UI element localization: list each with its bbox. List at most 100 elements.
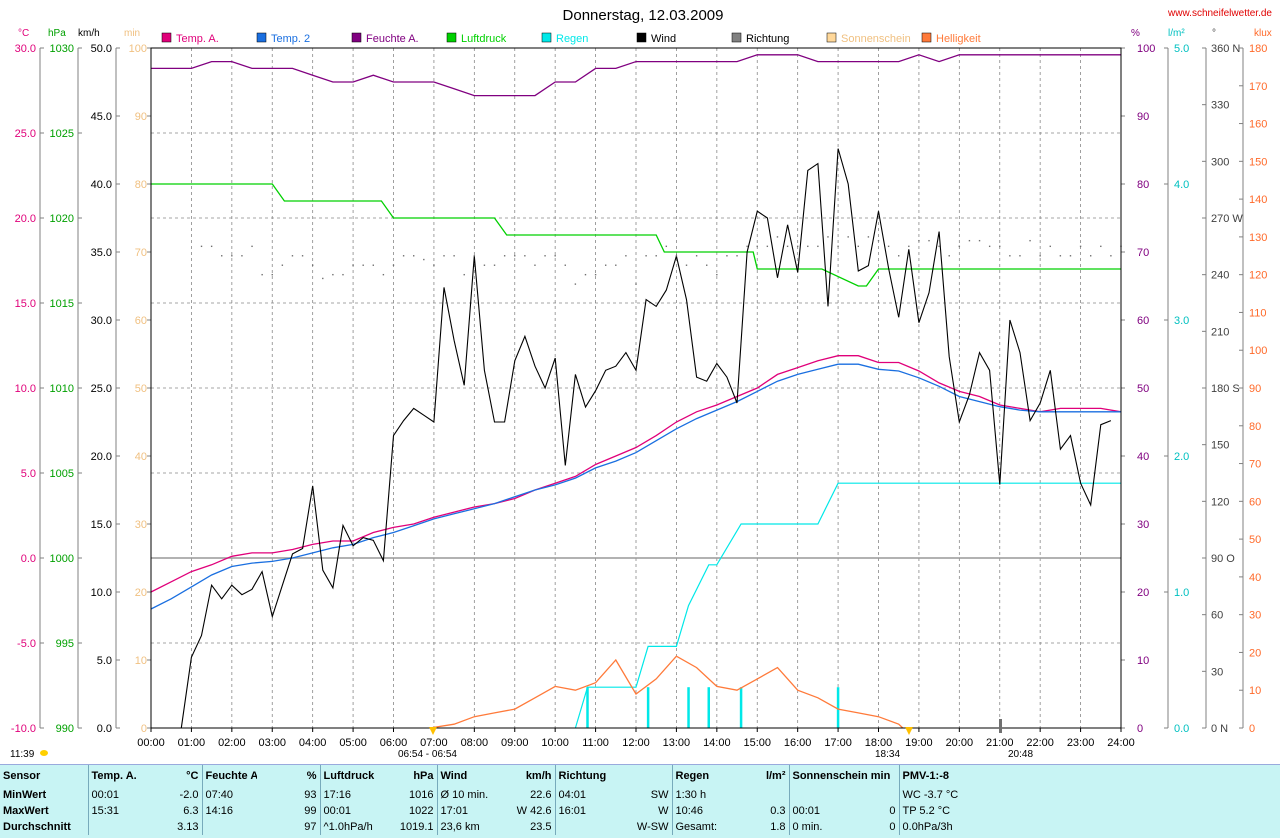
direction-point [322, 277, 324, 280]
direction-tick-label: 150 [1211, 440, 1229, 452]
direction-point [402, 255, 405, 257]
lux-tick-label: 0 [1249, 723, 1255, 735]
rain-value [742, 787, 789, 803]
lux-tick-label: 10 [1249, 685, 1261, 697]
pressure-header: Luftdruck [319, 765, 375, 787]
rain-tick-label: 0.0 [1174, 723, 1189, 735]
direction-value: W [658, 805, 669, 817]
wind-tick-label: 10.0 [91, 587, 112, 599]
legend-swatch [541, 32, 552, 43]
x-tick-label: 13:00 [663, 737, 691, 749]
direction-point [352, 264, 354, 266]
rain-time: Gesamt: [671, 819, 742, 835]
temp-tick-label: -10.0 [11, 723, 36, 735]
temp-tick-label: 5.0 [21, 468, 36, 480]
direction-tick-label: 360 N [1211, 43, 1240, 55]
legend-label: Luftdruck [461, 33, 507, 45]
weather-chart: Donnerstag, 12.03.2009 www.schneifelwett… [10, 7, 1272, 760]
sun-icon [40, 750, 48, 756]
direction-point [221, 255, 223, 257]
lux-tick-label: 90 [1249, 383, 1261, 395]
direction-tick-label: 330 [1211, 100, 1229, 112]
moon-label: 20:48 [1008, 749, 1033, 760]
pmv-value: TP 5.2 °C [898, 803, 1280, 819]
direction-point [695, 255, 698, 257]
direction-point [908, 245, 910, 248]
summary-table: Sensor Temp. A. °C Feuchte A. % Luftdruc… [0, 765, 1280, 835]
rain-value: 1.8 [770, 821, 786, 833]
direction-point [251, 245, 253, 248]
wind-value: 23.5 [530, 821, 552, 833]
pressure-tick-label: 1010 [50, 383, 74, 395]
x-tick-label: 24:00 [1107, 737, 1135, 749]
direction-tick-label: 90 O [1211, 553, 1235, 565]
legend-label: Wind [651, 33, 676, 45]
x-tick-label: 17:00 [824, 737, 852, 749]
rain-time: 10:46 [671, 803, 742, 819]
direction-point [342, 273, 344, 276]
direction-point [928, 239, 930, 242]
pressure-tick-label: 1025 [50, 128, 74, 140]
sun-unit-label: min [124, 28, 140, 39]
temp-tick-label: 15.0 [15, 298, 36, 310]
row-label: Durchschnitt [3, 821, 71, 833]
direction-point [1039, 255, 1041, 257]
website-url: www.schneifelwetter.de [1167, 8, 1272, 19]
direction-point [453, 255, 455, 257]
humidity-unit-label: % [1131, 28, 1140, 39]
direction-tick-label: 120 [1211, 496, 1229, 508]
temp-unit-header: °C [186, 770, 199, 782]
direction-point [503, 255, 506, 257]
pressure-value: 1016 [409, 789, 434, 801]
pressure-time: 17:16 [319, 787, 375, 803]
direction-point [938, 245, 940, 248]
direction-point [554, 255, 556, 257]
rain-tick-label: 4.0 [1174, 179, 1189, 191]
sun-tick-label: 40 [135, 451, 147, 463]
x-tick-label: 00:00 [137, 737, 165, 749]
direction-point [524, 255, 526, 257]
temp-header: Temp. A. [87, 765, 138, 787]
series-layer [150, 54, 1122, 729]
direction-point [918, 239, 920, 242]
humidity-header: Feuchte A. [201, 765, 257, 787]
direction-point [625, 255, 627, 257]
lux-tick-label: 140 [1249, 194, 1267, 206]
direction-point [898, 255, 900, 257]
summary-row-min: MinWert 00:01 -2.0 07:40 93 17:16 1016 Ø… [0, 787, 1280, 803]
direction-point [847, 236, 849, 238]
direction-point [261, 273, 263, 276]
sun-tick-label: 20 [135, 587, 147, 599]
sun-tick-label: 50 [135, 383, 147, 395]
direction-point [978, 239, 981, 242]
legend-swatch [161, 32, 172, 43]
humidity-tick-label: 80 [1137, 179, 1149, 191]
direction-point [887, 245, 890, 248]
direction-point [463, 273, 465, 276]
direction-point [413, 255, 415, 257]
sunrise-marker-icon [429, 727, 437, 735]
legend-label: Sonnenschein [841, 33, 911, 45]
lux-tick-label: 180 [1249, 43, 1267, 55]
direction-point [564, 264, 566, 266]
legend-swatch [256, 32, 267, 43]
direction-point [332, 273, 334, 276]
direction-point [837, 245, 839, 248]
x-tick-label: 21:00 [986, 737, 1014, 749]
direction-time: 16:01 [554, 803, 617, 819]
wind-label: 17:01 [436, 803, 509, 819]
direction-point [685, 264, 688, 266]
sun-tick-label: 60 [135, 315, 147, 327]
legend-swatch [921, 32, 932, 43]
humidity-tick-label: 90 [1137, 111, 1149, 123]
temp-a-line [150, 355, 1122, 593]
sunshine-value: 0 [889, 805, 896, 817]
humidity-tick-label: 10 [1137, 655, 1149, 667]
x-tick-label: 16:00 [784, 737, 812, 749]
rain-header: Regen [671, 765, 742, 787]
wind-unit-label: km/h [78, 28, 100, 39]
direction-point [706, 264, 708, 266]
direction-header: Richtung [554, 765, 617, 787]
sun-tick-label: 0 [141, 723, 147, 735]
direction-point [746, 245, 748, 248]
